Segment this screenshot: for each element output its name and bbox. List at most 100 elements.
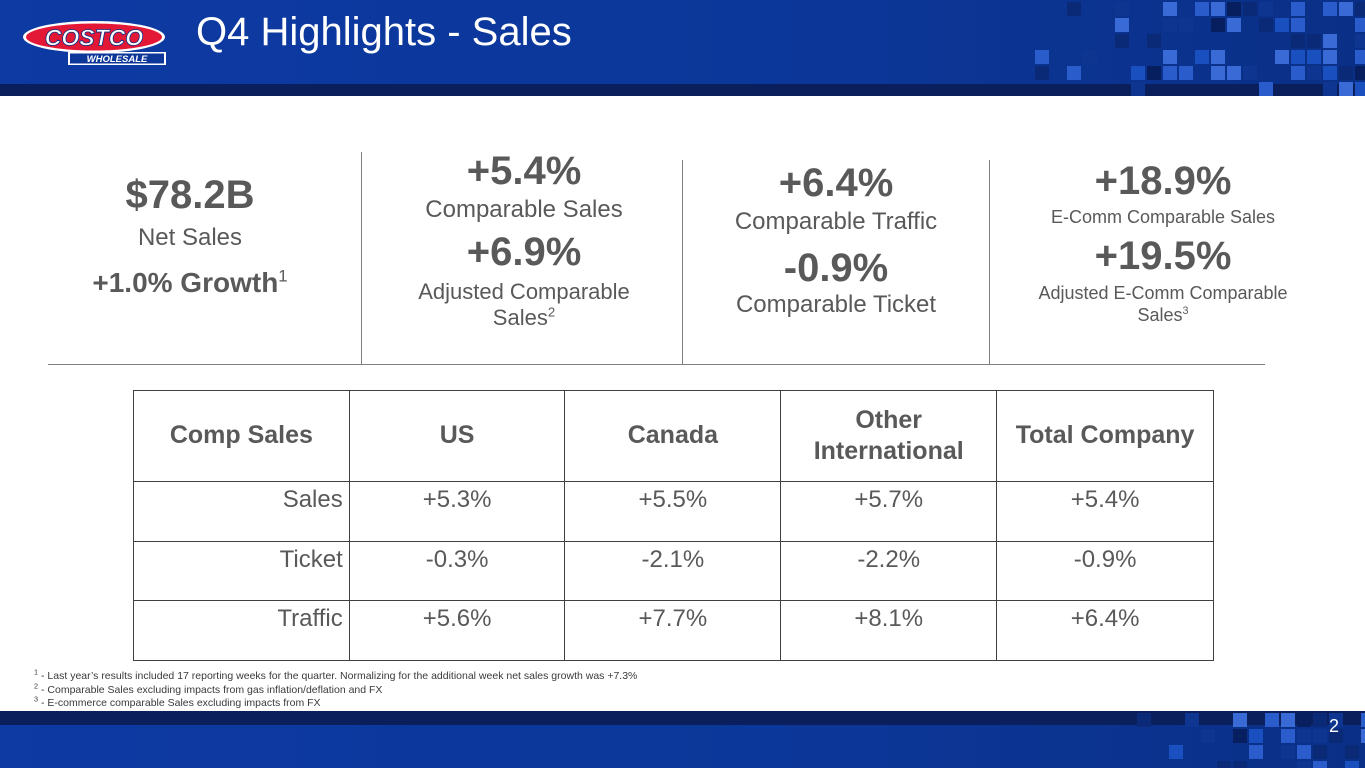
- footnote-ref-2: 2: [547, 304, 556, 320]
- pixel-tile: [1147, 34, 1161, 48]
- cell-value: +7.7%: [564, 600, 782, 661]
- row-label-ticket: Ticket: [133, 540, 350, 601]
- header-pixel-pattern: [1035, 0, 1365, 96]
- pixel-tile: [1067, 66, 1081, 80]
- pixel-tile: [1355, 34, 1365, 48]
- pixel-tile: [1329, 713, 1343, 727]
- pixel-tile: [1361, 729, 1365, 743]
- pixel-tile: [1163, 2, 1177, 16]
- footnote-1-text: - Last year’s results included 17 report…: [38, 670, 638, 682]
- pixel-tile: [1355, 50, 1365, 64]
- footnote-2-text: - Comparable Sales excluding impacts fro…: [38, 683, 383, 696]
- header-divider: [0, 84, 1365, 96]
- table-header-row: Comp Sales US Canada Other International…: [133, 390, 1214, 482]
- footer-divider: [0, 711, 1365, 725]
- pixel-tile: [1227, 66, 1241, 80]
- pixel-tile: [1083, 50, 1097, 64]
- pixel-tile: [1307, 66, 1321, 80]
- cell-value: +5.7%: [780, 481, 998, 542]
- pixel-tile: [1179, 18, 1193, 32]
- pixel-tile: [1307, 50, 1321, 64]
- footnote-3: 3 - E-commerce comparable Sales excludin…: [34, 694, 637, 711]
- cell-value: +8.1%: [780, 600, 998, 661]
- pixel-tile: [1313, 761, 1327, 768]
- pixel-tile: [1345, 761, 1359, 768]
- pixel-tile: [1163, 18, 1177, 32]
- pixel-tile: [1275, 18, 1289, 32]
- pixel-tile: [1313, 713, 1327, 727]
- header-comp-sales: Comp Sales: [133, 390, 350, 482]
- kpi-comp-sales: +5.4% Comparable Sales +6.9% Adjusted Co…: [384, 148, 664, 332]
- pixel-tile: [1233, 713, 1247, 727]
- pixel-tile: [1355, 18, 1365, 32]
- costco-logo: COSTCO WHOLESALE: [23, 21, 166, 65]
- ecomm-label: E-Comm Comparable Sales: [1050, 207, 1276, 227]
- table-row: Ticket -0.3% -2.1% -2.2% -0.9%: [133, 540, 1214, 601]
- pixel-tile: [1291, 66, 1305, 80]
- footnote-ref-3: 3: [1182, 304, 1189, 317]
- adj-comp-sales-label-line2: Sales: [492, 305, 548, 331]
- comp-ticket-label: Comparable Ticket: [735, 290, 937, 318]
- pixel-tile: [1227, 2, 1241, 16]
- adj-ecomm-label-line2: Sales: [1137, 304, 1183, 325]
- pixel-tile: [1195, 2, 1209, 16]
- kpi-bottom-rule: [48, 364, 1265, 365]
- pixel-tile: [1345, 745, 1359, 759]
- pixel-tile: [1291, 34, 1305, 48]
- pixel-tile: [1163, 66, 1177, 80]
- cell-value: +5.5%: [564, 481, 782, 542]
- footer-pixel-pattern: [1105, 711, 1365, 768]
- pixel-tile: [1323, 82, 1337, 96]
- logo-text-costco: COSTCO: [45, 25, 144, 51]
- header-total-company: Total Company: [996, 390, 1214, 482]
- pixel-tile: [1259, 82, 1273, 96]
- pixel-tile: [1259, 2, 1273, 16]
- footnote-1: 1 - Last year’s results included 17 repo…: [34, 667, 638, 684]
- pixel-tile: [1243, 66, 1257, 80]
- pixel-tile: [1211, 66, 1225, 80]
- pixel-tile: [1297, 713, 1311, 727]
- pixel-tile: [1355, 66, 1365, 80]
- table-row: Sales +5.3% +5.5% +5.7% +5.4%: [133, 481, 1214, 542]
- cell-value: +5.4%: [996, 481, 1214, 542]
- footnote-2: 2 - Comparable Sales excluding impacts f…: [34, 681, 637, 698]
- footnote-2-num: 2: [34, 681, 39, 690]
- adj-comp-sales-label: Adjusted Comparable Sales2: [384, 279, 664, 332]
- pixel-tile: [1115, 18, 1129, 32]
- pixel-tile: [1131, 82, 1145, 96]
- pixel-tile: [1355, 2, 1365, 16]
- footnote-3-num: 3: [34, 694, 39, 704]
- ecomm-value: +18.9%: [1094, 159, 1232, 203]
- kpi-divider-3: [989, 160, 990, 365]
- pixel-tile: [1323, 66, 1337, 80]
- pixel-tile: [1281, 713, 1295, 727]
- pixel-tile: [1195, 50, 1209, 64]
- footnote-1-num: 1: [34, 667, 39, 677]
- header-other-line2: International: [813, 437, 964, 465]
- pixel-tile: [1233, 729, 1247, 743]
- pixel-tile: [1249, 745, 1263, 759]
- footer-band: [0, 725, 1365, 768]
- pixel-tile: [1297, 729, 1311, 743]
- pixel-tile: [1355, 82, 1365, 96]
- header-us: US: [348, 390, 566, 482]
- page-title: Q4 Highlights - Sales: [196, 10, 572, 54]
- cell-value: +5.3%: [348, 481, 566, 542]
- pixel-tile: [1163, 50, 1177, 64]
- pixel-tile: [1185, 713, 1199, 727]
- pixel-tile: [1297, 761, 1311, 768]
- comp-sales-value: +5.4%: [466, 149, 582, 193]
- pixel-tile: [1217, 761, 1231, 768]
- kpi-divider-1: [361, 152, 362, 365]
- adj-comp-sales-label-line1: Adjusted Comparable: [418, 278, 630, 304]
- page-number: 2: [1328, 716, 1339, 736]
- kpi-ecomm: +18.9% E-Comm Comparable Sales +19.5% Ad…: [1018, 158, 1308, 327]
- pixel-tile: [1323, 34, 1337, 48]
- footnotes: 1 - Last year’s results included 17 repo…: [34, 667, 638, 711]
- pixel-tile: [1179, 66, 1193, 80]
- pixel-tile: [1297, 745, 1311, 759]
- pixel-tile: [1329, 729, 1343, 743]
- cell-value: +5.6%: [348, 600, 566, 661]
- adj-ecomm-value: +19.5%: [1094, 234, 1232, 279]
- pixel-tile: [1211, 50, 1225, 64]
